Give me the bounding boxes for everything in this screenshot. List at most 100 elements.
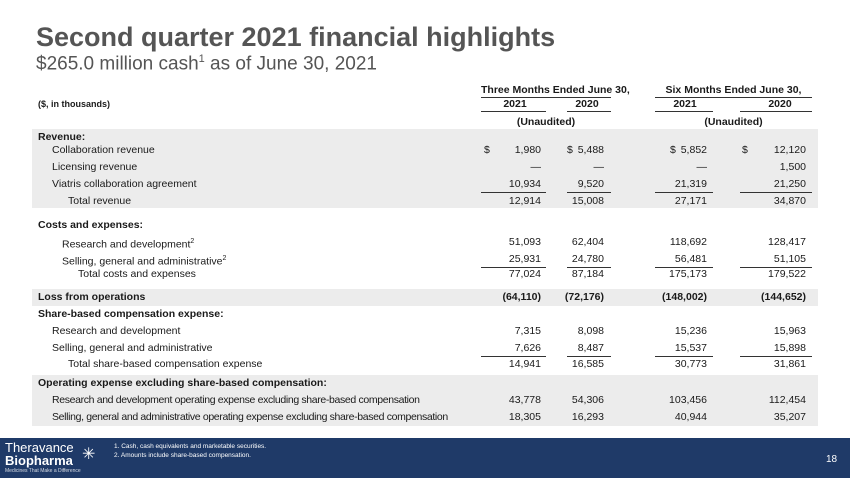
loss-band [32,289,818,306]
underline [740,192,812,193]
table-row: Research and development operating expen… [32,392,818,408]
table-row: Licensing revenue — — — 1,500 [32,159,818,175]
underline [740,356,812,357]
underline [655,267,713,268]
underline [481,356,546,357]
row-label: Selling, general and administrative [52,342,213,354]
table-row: Research and development 7,315 8,098 15,236… [32,323,818,339]
year-underline [567,111,611,112]
logo-star-icon: ✳ [82,446,96,463]
cell-value: 62,404 [571,236,604,248]
row-label: Share-based compensation expense: [38,308,224,320]
currency-symbol: $ [484,144,490,156]
table-row: Loss from operations (64,110) (72,176) (148… [32,289,818,305]
row-label: Selling, general and administrative2 [62,255,227,268]
table-row: Revenue: [32,129,818,145]
page-title: Second quarter 2021 financial highlights [36,22,556,52]
cell-value: 5,488 [577,144,604,156]
cell-value: 56,481 [674,253,707,265]
company-logo: Theravance Biopharma Medicines That Make … [5,440,81,474]
cell-value: 16,585 [571,358,604,370]
row-label: Total revenue [68,195,132,207]
cell-value: 175,173 [669,268,707,280]
underline [655,356,713,357]
table-row: Costs and expenses: [32,217,818,233]
cell-value: 128,417 [768,236,806,248]
cell-value: 9,520 [577,178,604,190]
row-label: Research and development operating expen… [52,394,420,406]
row-label: Loss from operations [38,291,146,303]
unaudited-three: (Unaudited) [516,116,576,128]
year-col-4: 2020 [768,98,792,110]
table-row: Viatris collaboration agreement 10,934 9,5… [32,176,818,192]
cell-value: 21,319 [674,178,707,190]
page-number: 18 [826,454,838,465]
underline [655,192,713,193]
table-row: Selling, general and administrative 7,626… [32,340,818,356]
year-underline [481,111,546,112]
header-underline [655,97,812,98]
table-row: Total costs and expenses 77,024 87,184 175,… [32,266,818,282]
cell-value: (144,652) [761,291,806,303]
year-underline [655,111,713,112]
currency-symbol: $ [567,144,573,156]
cell-value: 15,537 [674,342,707,354]
row-label: Costs and expenses: [38,219,144,231]
footnotes: 1. Cash, cash equivalents and marketable… [114,443,267,459]
cell-value: — [593,161,605,173]
cell-value: 54,306 [571,394,604,406]
cell-value: 15,236 [674,325,707,337]
underline [567,192,611,193]
cell-value: 12,914 [508,195,541,207]
page-subtitle: $265.0 million cash1 as of June 30, 2021 [36,53,377,75]
table-row: Collaboration revenue 1,980 $5,488 $5,852 $1… [32,142,818,158]
cell-value: 51,093 [508,236,541,248]
cell-value: (72,176) [564,291,604,303]
row-label: Research and development [52,325,181,337]
row-label: Licensing revenue [52,161,138,173]
header-six-months: Six Months Ended June 30, [665,84,802,96]
year-col-2: 2020 [575,98,599,110]
currency-symbol: $ [670,144,676,156]
cell-value: 1,980 [514,144,541,156]
cell-value: 14,941 [508,358,541,370]
cell-value: 118,692 [669,236,707,248]
table-row: Total revenue 12,914 15,008 27,171 34,870 [32,193,818,209]
cell-value: 16,293 [571,411,604,423]
subtitle-text: $265.0 million cash [36,53,199,75]
table-row: Research and development2 51,093 62,404 118… [32,234,818,251]
cell-value: 15,008 [571,195,604,207]
cell-value: 5,852 [680,144,707,156]
cell-value: — [696,161,708,173]
currency-symbol: $ [742,144,748,156]
table-row: Share-based compensation expense: [32,306,818,322]
cell-value: 18,305 [508,411,541,423]
cell-value: 27,171 [674,195,707,207]
year-col-3: 2021 [673,98,697,110]
cell-value: 24,780 [571,253,604,265]
cell-value: 40,944 [674,411,707,423]
table-row: Selling, general and administrative oper… [32,409,818,425]
cell-value: — [530,161,542,173]
cell-value: 8,098 [577,325,604,337]
unaudited-six: (Unaudited) [704,116,763,128]
row-label: Total costs and expenses [78,268,196,280]
cell-value: 51,105 [773,253,806,265]
row-label: Total share-based compensation expense [68,358,263,370]
subtitle-rest: as of June 30, 2021 [204,53,377,75]
cell-value: 31,861 [773,358,806,370]
cell-value: 87,184 [571,268,604,280]
row-label: Collaboration revenue [52,144,155,156]
table-row: Total share-based compensation expense 14… [32,356,818,372]
header-underline [481,97,611,98]
cell-value: 25,931 [508,253,541,265]
revenue-band [32,129,818,208]
cell-value: 15,898 [773,342,806,354]
row-label: Selling, general and administrative oper… [52,411,448,423]
row-label: Revenue: [38,131,86,143]
footnote-ref: 1 [198,53,205,65]
cell-value: 30,773 [674,358,707,370]
opex-band [32,375,818,426]
cell-value: 12,120 [773,144,806,156]
underline [481,192,546,193]
